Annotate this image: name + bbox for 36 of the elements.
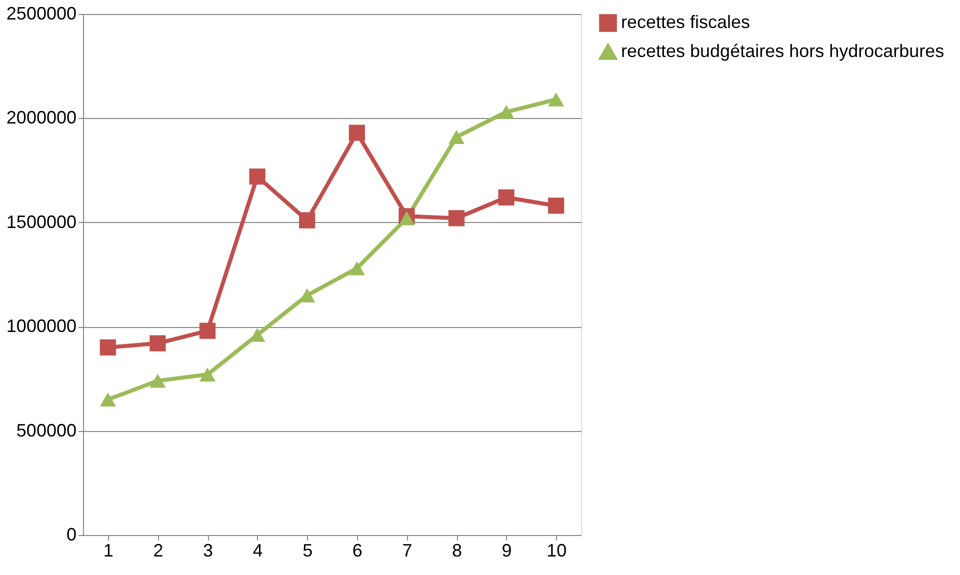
- point: [150, 374, 166, 388]
- y-tick-label: 1500000: [6, 212, 76, 232]
- x-tick-label: 9: [502, 540, 512, 560]
- legend-label: recettes budgétaires hors hydrocarbures: [621, 41, 944, 61]
- x-tick-label: 3: [202, 540, 214, 560]
- y-tick-label: 2500000: [6, 4, 76, 24]
- point: [100, 392, 116, 407]
- legend-label: recettes fiscales: [621, 12, 750, 32]
- x-tick-label: 1: [103, 540, 114, 560]
- x-tick-label: 10: [546, 540, 567, 560]
- point: [150, 335, 166, 352]
- point: [498, 189, 514, 206]
- point: [199, 322, 216, 339]
- point: [398, 211, 415, 226]
- x-tick-label: 7: [402, 540, 412, 560]
- point: [448, 130, 465, 144]
- point: [348, 124, 365, 141]
- y-tick-label: 2000000: [6, 108, 76, 128]
- y-tick-label: 1000000: [6, 316, 76, 336]
- point: [548, 198, 564, 214]
- point: [348, 261, 365, 276]
- y-tick-label: 500000: [16, 420, 76, 440]
- x-tick-label: 5: [302, 540, 313, 560]
- point: [498, 104, 514, 119]
- y-tick-label: 0: [66, 524, 76, 544]
- x-tick-label: 4: [252, 540, 263, 560]
- x-tick-label: 2: [153, 540, 164, 560]
- point: [199, 368, 216, 382]
- point: [548, 92, 564, 106]
- point: [299, 288, 316, 302]
- point: [100, 339, 116, 356]
- point: [299, 212, 316, 228]
- x-tick-label: 6: [352, 540, 362, 560]
- x-tick-label: 8: [452, 540, 462, 560]
- point: [249, 168, 266, 185]
- point: [448, 210, 465, 226]
